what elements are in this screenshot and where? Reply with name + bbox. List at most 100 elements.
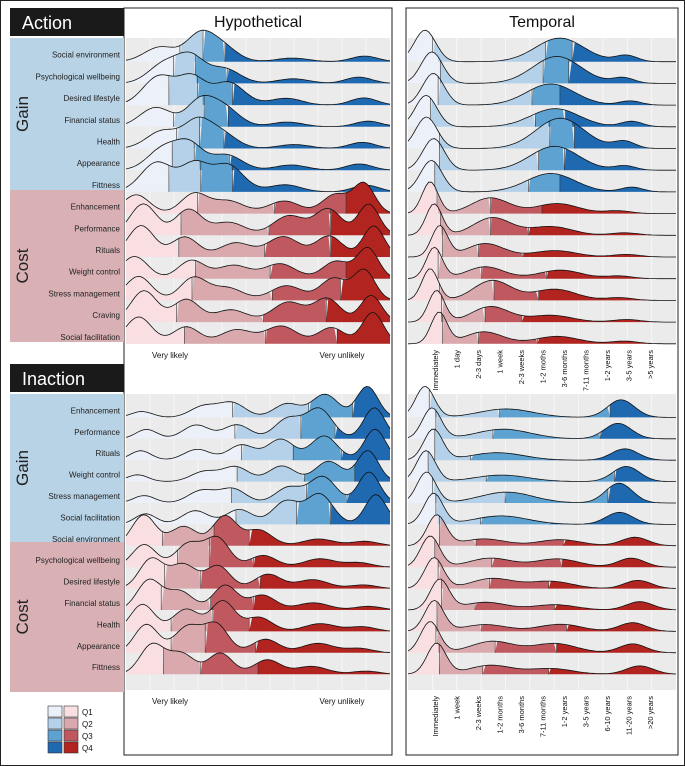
inaction-temporal-tick-label: >20 years <box>646 696 655 729</box>
action-temporal-tick-label: 1 day <box>453 350 462 369</box>
inaction-gain-performance-tem-q4-fill <box>600 423 676 439</box>
inaction-cost-psychological-wellbeing-hyp-q1-fill <box>126 544 178 568</box>
inaction-temporal-tick-label: 1-2 months <box>496 696 505 734</box>
inaction-gain-rituals-tem-outline <box>407 428 676 461</box>
inaction-cost-appearance-hyp-q3-fill <box>205 621 256 653</box>
action-gain-band <box>10 38 124 190</box>
inaction-gain-stress-management-tem-q4-fill <box>607 483 676 503</box>
action-gain-psychological-wellbeing-hyp-q4-fill <box>227 68 390 84</box>
action-gain-appearance-label: Appearance <box>77 159 121 168</box>
inaction-gain-rituals-tem-q3-fill <box>470 452 546 461</box>
inaction-gain-enhancement-tem-q2-fill <box>429 393 500 418</box>
inaction-gain-enhancement-tem-outline <box>407 385 676 418</box>
inaction-cost-health-hyp-outline <box>125 599 391 632</box>
inaction-temporal-tick-label: 11-20 years <box>625 696 634 735</box>
action-gain-fittness-hyp-q3-fill <box>200 161 233 192</box>
inaction-gain-rituals-hyp-q2-fill <box>241 439 294 461</box>
action-gain-psychological-wellbeing-tem-q2-fill <box>440 61 544 84</box>
inaction-cost-psychological-wellbeing-hyp-outline <box>125 535 391 568</box>
inaction-gain-weight-control-hyp-q3-fill <box>304 461 355 482</box>
action-gain-psychological-wellbeing-hyp-q3-fill <box>195 55 228 84</box>
inaction-header-title: Inaction <box>22 369 85 389</box>
title-hypothetical: Hypothetical <box>214 14 302 31</box>
action-gain-psychological-wellbeing-tem-q3-fill <box>543 56 569 84</box>
inaction-gain-rituals-hyp-q4-fill <box>341 429 390 461</box>
action-gain-social-environment-hyp-q4-fill <box>225 43 390 62</box>
action-gain-fittness-tem-q2-fill <box>434 162 529 192</box>
action-gain-fittness-hyp-outline <box>125 159 391 192</box>
action-gain-financial-status-tem-q2-fill <box>430 99 536 127</box>
action-cost-enhancement-tem-q2-fill <box>437 193 491 214</box>
action-gain-social-environment-tem-q3-fill <box>545 38 573 62</box>
action-gain-health-tem-outline <box>407 116 676 149</box>
action-gain-desired-lifestyle-hyp-q4-fill <box>232 83 390 106</box>
inaction-temporal-tick-label: 3-5 years <box>582 696 591 728</box>
action-cost-craving-tem-q1-fill <box>408 290 442 323</box>
action-header-title: Action <box>22 13 72 33</box>
action-temporal-tick-label: 3-5 years <box>625 350 634 382</box>
inaction-cost-financial-status-hyp-q1-fill <box>126 579 162 610</box>
action-cost-weight-control-tem-q3-fill <box>481 266 547 279</box>
inaction-cost-social-environment-label: Social environment <box>52 535 121 544</box>
inaction-gain-label: Gain <box>13 450 32 486</box>
legend-blue-q3 <box>47 729 63 742</box>
action-gain-financial-status-hyp-q3-fill <box>204 95 229 127</box>
action-gain-appearance-tem-outline <box>407 138 676 171</box>
action-header-bg <box>10 8 124 36</box>
action-cost-craving-tem-outline <box>407 290 676 323</box>
inaction-cost-appearance-tem-q3-fill <box>495 641 557 653</box>
action-temporal-tick-label: Immediately <box>431 350 440 391</box>
inaction-gain-performance-hyp-q3-fill <box>300 407 335 439</box>
action-cost-craving-hyp-q2-fill <box>176 299 264 323</box>
inaction-cost-desired-lifestyle-tem-outline <box>407 557 677 589</box>
inaction-cost-fittness-hyp-outline <box>125 642 391 674</box>
action-gain-social-environment-hyp-q1-fill <box>126 46 180 62</box>
inaction-gain-weight-control-hyp-outline <box>125 450 391 482</box>
action-gain-appearance-tem-q4-fill <box>564 148 676 171</box>
action-gain-appearance-hyp-q4-fill <box>229 155 390 171</box>
inaction-cost-desired-lifestyle-hyp-q2-fill <box>164 563 201 589</box>
title-temporal: Temporal <box>509 14 575 31</box>
action-cost-enhancement-hyp-q4-fill <box>346 182 390 214</box>
inaction-cost-fittness-label: Fittness <box>92 663 120 672</box>
inaction-gain-social-facilitation-hyp-q1-fill <box>126 510 236 525</box>
action-cost-social-facilitation-tem-outline <box>407 311 676 345</box>
inaction-cost-social-environment-hyp-outline <box>125 514 391 546</box>
inaction-gain-social-facilitation-tem-q3-fill <box>480 515 550 525</box>
action-cost-stress-management-hyp-q4-fill <box>340 268 390 301</box>
action-cost-social-facilitation-tem-q3-fill <box>478 331 538 344</box>
inaction-cost-financial-status-tem-outline <box>407 578 677 611</box>
inaction-cost-financial-status-hyp-outline <box>125 578 391 610</box>
inaction-cost-fittness-tem-q1-fill <box>408 643 440 675</box>
action-temporal-tick-label: 2-3 weeks <box>517 350 526 384</box>
inaction-gain-enhancement-tem-q1-fill <box>408 386 430 418</box>
action-gain-desired-lifestyle-hyp-q2-fill <box>168 73 198 106</box>
inaction-cost-health-hyp-q3-fill <box>212 600 250 632</box>
inaction-cost-band <box>10 542 124 692</box>
action-gain-health-tem-q2-fill <box>439 121 550 149</box>
inaction-gain-stress-management-tem-q2-fill <box>432 481 506 503</box>
inaction-header-bg <box>10 364 124 392</box>
action-cost-weight-control-tem-q2-fill <box>438 255 482 279</box>
inaction-gain-stress-management-tem-q1-fill <box>408 472 433 503</box>
action-cost-social-facilitation-hyp-q4-fill <box>337 312 390 344</box>
legend-red-q2 <box>63 717 79 730</box>
inaction-gain-social-facilitation-tem-q1-fill <box>408 493 436 525</box>
action-gain-health-tem-q3-fill <box>549 118 575 149</box>
inaction-gain-rituals-label: Rituals <box>96 449 120 458</box>
action-gain-desired-lifestyle-hyp-outline <box>125 73 391 106</box>
action-gain-fittness-hyp-q1-fill <box>126 161 169 192</box>
inaction-gain-weight-control-tem-q4-fill <box>614 466 676 482</box>
action-cost-stress-management-tem-q3-fill <box>494 280 539 301</box>
action-cost-performance-tem-q3-fill <box>490 217 529 236</box>
action-gain-psychological-wellbeing-tem-q4-fill <box>568 61 676 84</box>
inaction-gain-weight-control-hyp-q1-fill <box>126 466 238 482</box>
inaction-cost-financial-status-hyp-q4-fill <box>253 594 390 610</box>
inaction-cost-desired-lifestyle-hyp-outline <box>125 557 391 589</box>
action-gain-fittness-label: Fittness <box>92 181 120 190</box>
inaction-gain-social-facilitation-tem-q2-fill <box>435 495 481 525</box>
action-cost-stress-management-hyp-outline <box>125 268 391 300</box>
inaction-gain-enhancement-hyp-outline <box>125 385 391 418</box>
action-gain-fittness-tem-q3-fill <box>528 173 560 192</box>
action-hyp-x-right: Very unlikely <box>320 351 365 360</box>
